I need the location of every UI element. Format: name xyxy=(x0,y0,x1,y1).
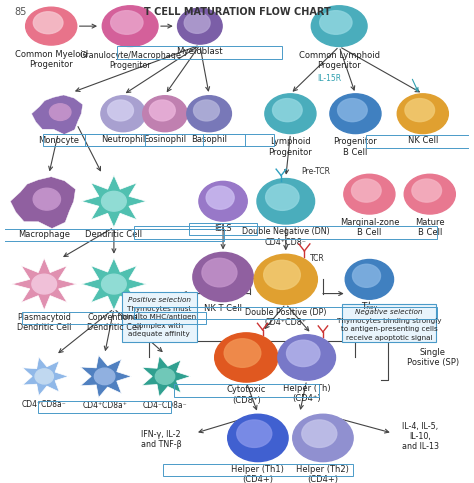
Text: receive apoptotic signal: receive apoptotic signal xyxy=(346,335,432,341)
Ellipse shape xyxy=(278,335,336,380)
Text: T CELL MATURATION FLOW CHART: T CELL MATURATION FLOW CHART xyxy=(144,7,330,17)
Text: Double Negative (DN)
CD4⁺CD8⁻: Double Negative (DN) CD4⁺CD8⁻ xyxy=(242,227,329,247)
Ellipse shape xyxy=(193,253,253,301)
Ellipse shape xyxy=(184,13,210,33)
Text: Neutrophil: Neutrophil xyxy=(101,135,146,143)
Ellipse shape xyxy=(265,184,299,211)
Ellipse shape xyxy=(101,96,146,132)
Text: Positive selection: Positive selection xyxy=(128,298,191,303)
Ellipse shape xyxy=(265,94,316,134)
Text: Double Positive (DP)
CD4⁺CD8⁺: Double Positive (DP) CD4⁺CD8⁺ xyxy=(245,308,327,327)
Ellipse shape xyxy=(102,6,158,46)
Ellipse shape xyxy=(257,179,315,224)
Text: CD4⁺CD8a⁺: CD4⁺CD8a⁺ xyxy=(82,401,127,411)
Ellipse shape xyxy=(302,420,337,447)
Ellipse shape xyxy=(155,369,175,384)
Text: Dendritic Cell: Dendritic Cell xyxy=(85,229,143,239)
Text: Basophil: Basophil xyxy=(191,135,227,143)
Polygon shape xyxy=(10,177,75,228)
Ellipse shape xyxy=(101,191,126,211)
Text: Granulocyte/Macrophage
Progenitor: Granulocyte/Macrophage Progenitor xyxy=(79,51,181,70)
Polygon shape xyxy=(82,175,146,227)
Ellipse shape xyxy=(264,260,301,289)
Ellipse shape xyxy=(202,258,237,287)
Text: Macrophage: Macrophage xyxy=(18,229,70,239)
Polygon shape xyxy=(12,258,77,310)
Ellipse shape xyxy=(33,12,63,34)
Text: IELS: IELS xyxy=(214,224,232,232)
Text: Eosinophil: Eosinophil xyxy=(144,135,187,143)
Ellipse shape xyxy=(32,274,56,294)
FancyBboxPatch shape xyxy=(122,292,197,342)
Text: Marginal-zone
B Cell: Marginal-zone B Cell xyxy=(340,218,399,237)
Ellipse shape xyxy=(94,368,115,384)
Text: Common Myeloid
Progenitor: Common Myeloid Progenitor xyxy=(15,50,88,69)
Ellipse shape xyxy=(178,8,222,44)
Polygon shape xyxy=(142,356,191,397)
Polygon shape xyxy=(82,258,146,310)
Text: to antigen-presenting cells: to antigen-presenting cells xyxy=(341,326,438,332)
Text: Mature
B Cell: Mature B Cell xyxy=(415,218,445,237)
Ellipse shape xyxy=(26,7,77,45)
Text: Myeloblast: Myeloblast xyxy=(176,47,223,57)
Text: NK Cell: NK Cell xyxy=(408,136,438,145)
Ellipse shape xyxy=(228,414,288,462)
Text: Helper (Th)
(CD4⁺): Helper (Th) (CD4⁺) xyxy=(283,384,330,403)
Ellipse shape xyxy=(49,104,71,120)
Ellipse shape xyxy=(404,174,456,214)
Text: Thymocytes binding strongly: Thymocytes binding strongly xyxy=(337,318,441,324)
Ellipse shape xyxy=(412,179,441,202)
Ellipse shape xyxy=(345,259,393,299)
Text: IFN-γ, IL-2
and TNF-β: IFN-γ, IL-2 and TNF-β xyxy=(140,430,181,449)
Text: adequate affinity: adequate affinity xyxy=(128,331,190,338)
Ellipse shape xyxy=(206,186,234,209)
Ellipse shape xyxy=(101,274,126,294)
Ellipse shape xyxy=(35,369,54,384)
Text: Thymocytes must: Thymocytes must xyxy=(127,306,191,312)
Ellipse shape xyxy=(33,188,61,210)
Text: Tₙₑᵧ: Tₙₑᵧ xyxy=(361,302,377,311)
Ellipse shape xyxy=(397,94,448,134)
Ellipse shape xyxy=(254,254,318,304)
Text: Cytotoxic
(CD8⁺): Cytotoxic (CD8⁺) xyxy=(227,385,266,405)
Polygon shape xyxy=(80,355,132,398)
Text: bind to MHC/antigen: bind to MHC/antigen xyxy=(122,314,196,320)
Text: CD4⁻CD8a⁻: CD4⁻CD8a⁻ xyxy=(143,400,187,410)
Text: Single
Positive (SP): Single Positive (SP) xyxy=(407,348,459,367)
Ellipse shape xyxy=(193,100,219,121)
Text: Lymphoid
Progenitor: Lymphoid Progenitor xyxy=(269,137,312,157)
Text: Progenitor
B Cell: Progenitor B Cell xyxy=(334,137,377,157)
Ellipse shape xyxy=(405,99,435,122)
Polygon shape xyxy=(32,95,82,134)
Text: Helper (Th2)
(CD4+): Helper (Th2) (CD4+) xyxy=(297,465,349,483)
Text: IL-4, IL-5,
IL-10,
and IL-13: IL-4, IL-5, IL-10, and IL-13 xyxy=(402,422,439,452)
Ellipse shape xyxy=(199,182,247,221)
Ellipse shape xyxy=(224,339,261,367)
Text: 85: 85 xyxy=(14,7,27,17)
Ellipse shape xyxy=(215,333,278,382)
Ellipse shape xyxy=(187,96,231,132)
Text: Common Lymphoid
Progenitor: Common Lymphoid Progenitor xyxy=(299,51,380,70)
Ellipse shape xyxy=(286,340,320,367)
Ellipse shape xyxy=(143,96,187,132)
Ellipse shape xyxy=(237,420,272,447)
Ellipse shape xyxy=(344,174,395,214)
Text: TCR: TCR xyxy=(310,254,325,263)
Ellipse shape xyxy=(149,100,175,121)
Ellipse shape xyxy=(319,11,352,34)
Ellipse shape xyxy=(110,11,143,34)
Ellipse shape xyxy=(293,414,353,462)
Text: Plasmacytoid
Dendritic Cell: Plasmacytoid Dendritic Cell xyxy=(17,313,72,332)
Text: NK T Cell: NK T Cell xyxy=(204,304,242,313)
Text: IL-15R: IL-15R xyxy=(317,74,341,83)
Text: Pre-TCR: Pre-TCR xyxy=(301,167,330,176)
Text: complex with: complex with xyxy=(135,323,183,329)
Ellipse shape xyxy=(337,99,367,122)
Polygon shape xyxy=(22,357,68,396)
Ellipse shape xyxy=(352,179,381,202)
Text: Negative selection: Negative selection xyxy=(356,309,423,315)
Ellipse shape xyxy=(273,99,302,122)
Ellipse shape xyxy=(353,264,381,287)
FancyBboxPatch shape xyxy=(342,304,436,342)
Text: Monocyte: Monocyte xyxy=(37,136,79,145)
